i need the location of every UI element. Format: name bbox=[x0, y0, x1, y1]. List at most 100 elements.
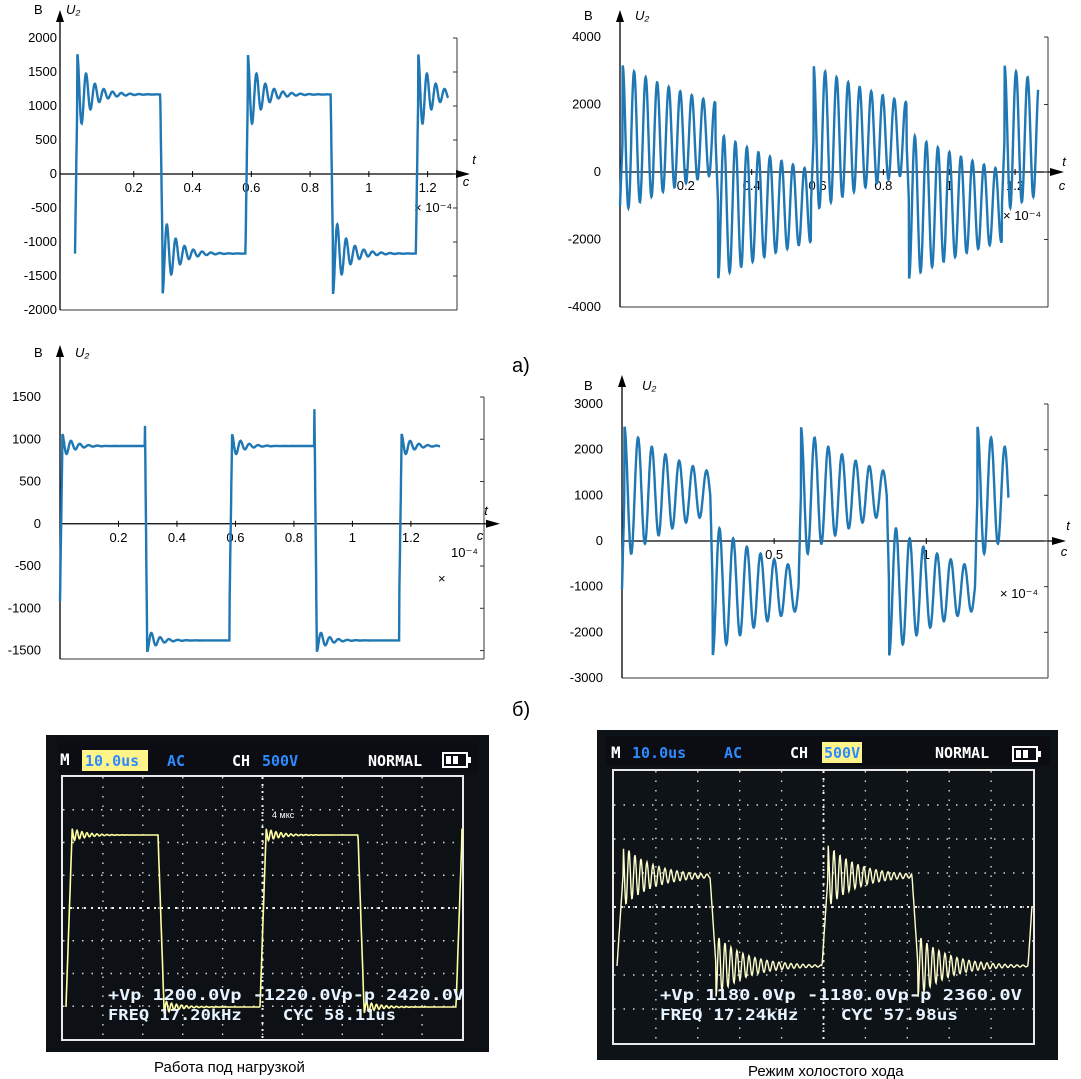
y-tick-label: -1000 bbox=[24, 234, 57, 249]
scope-right-timebase: 10.0us bbox=[632, 744, 686, 762]
y-axis-label: U₂ bbox=[635, 8, 649, 23]
x-tick-label: 0.8 bbox=[874, 178, 892, 193]
y-unit-label: В bbox=[34, 2, 43, 17]
chart-b-left: 1500 1000 500 0 -500 -1000 -1500 0.2 0.4 0.6 0.8 1 1… bbox=[8, 345, 500, 660]
scope-right: M 10.0us AC CH 500V NORMAL +Vp 1180.0Vp … bbox=[597, 730, 1058, 1060]
x-axis-label: t bbox=[484, 503, 489, 518]
battery-icon bbox=[1012, 746, 1041, 762]
x-scale-label: × 10⁻⁴ bbox=[1000, 586, 1038, 601]
y-tick-label: 1000 bbox=[574, 487, 603, 502]
y-tick-label: 500 bbox=[19, 474, 41, 489]
scope-right-mode: M bbox=[611, 743, 621, 762]
y-tick-label: -4000 bbox=[568, 299, 601, 314]
y-tick-label: 500 bbox=[35, 132, 57, 147]
y-tick-label: 0 bbox=[50, 166, 57, 181]
battery-icon bbox=[442, 752, 471, 768]
x-tick-label: 0.5 bbox=[765, 547, 783, 562]
scope-left-marker: 4 мкс bbox=[272, 810, 295, 820]
y-axis-arrow bbox=[56, 345, 64, 357]
x-axis-label: t bbox=[472, 152, 477, 167]
y-tick-label: -1000 bbox=[8, 600, 41, 615]
y-tick-label: -3000 bbox=[570, 670, 603, 685]
y-tick-label: 1000 bbox=[28, 98, 57, 113]
y-tick-label: -2000 bbox=[570, 624, 603, 639]
scope-left-bezel bbox=[46, 735, 489, 1052]
scope-left: M 10.0us AC CH 500V NORMAL 4 мкс +Vp 120… bbox=[46, 735, 489, 1052]
series-line-0 bbox=[618, 65, 1040, 279]
x-unit-label: с bbox=[463, 174, 470, 189]
scope-left-ch: CH bbox=[232, 752, 250, 770]
y-unit-label: В bbox=[34, 345, 43, 360]
scope-right-coupling: AC bbox=[724, 744, 742, 762]
scope-right-bezel bbox=[597, 730, 1058, 1060]
x-unit-label: с bbox=[477, 528, 484, 543]
y-tick-label: 1500 bbox=[12, 389, 41, 404]
scope-left-line2: FREQ 17.20kHz CYC 58.11us bbox=[108, 1006, 396, 1024]
scope-right-ch: CH bbox=[790, 744, 808, 762]
x-tick-label: 1 bbox=[946, 178, 953, 193]
y-axis-label: U₂ bbox=[642, 378, 656, 393]
x-tick-label: 0.4 bbox=[183, 180, 201, 195]
x-scale-label: × 10⁻⁴ bbox=[1003, 208, 1041, 223]
panel-label-a: а) bbox=[512, 355, 530, 377]
x-tick-label: 1.2 bbox=[419, 180, 437, 195]
y-tick-label: -500 bbox=[31, 200, 57, 215]
x-axis-label: t bbox=[1066, 518, 1071, 533]
x-tick-label: 0.6 bbox=[226, 530, 244, 545]
scope-right-screen bbox=[612, 769, 1035, 1045]
y-tick-label: 1500 bbox=[28, 64, 57, 79]
scope-right-trace bbox=[616, 845, 1033, 997]
y-tick-label: -500 bbox=[15, 558, 41, 573]
scope-right-line1: +Vp 1180.0Vp -1180.0Vp-p 2360.0V bbox=[660, 986, 1022, 1004]
x-tick-label: 0.8 bbox=[285, 530, 303, 545]
x-axis-label: t bbox=[1062, 154, 1067, 169]
y-unit-label: В bbox=[584, 378, 593, 393]
x-tick-label: 0.2 bbox=[109, 530, 127, 545]
scope-left-trace bbox=[65, 828, 463, 1014]
y-tick-label: -2000 bbox=[568, 232, 601, 247]
y-axis-arrow bbox=[618, 375, 626, 387]
scope-left-timebase: 10.0us bbox=[85, 752, 139, 770]
scope-right-line2: FREQ 17.24kHz CYC 57.98us bbox=[660, 1006, 958, 1024]
y-tick-label: 0 bbox=[594, 164, 601, 179]
y-axis-arrow bbox=[616, 10, 624, 22]
y-tick-label: 1000 bbox=[12, 431, 41, 446]
x-unit-label: с bbox=[1059, 178, 1066, 193]
scope-left-timebase-bg bbox=[82, 750, 148, 771]
x-scale-label: 10⁻⁴ bbox=[451, 545, 478, 560]
panel-label-b: б) bbox=[512, 699, 530, 721]
x-tick-label: 0.6 bbox=[242, 180, 260, 195]
y-tick-label: -1500 bbox=[24, 268, 57, 283]
scope-left-caption: Работа под нагрузкой bbox=[154, 1059, 305, 1076]
scope-right-trigger: NORMAL bbox=[935, 744, 989, 762]
y-tick-label: -1500 bbox=[8, 643, 41, 658]
y-axis-arrow bbox=[56, 10, 64, 22]
x-scale-label: × 10⁻⁴ bbox=[414, 200, 452, 215]
chart-b-right: 3000 2000 1000 0 -1000 -2000 -3000 0.5 1 В U₂ tс × 1… bbox=[570, 375, 1071, 685]
y-unit-label: В bbox=[584, 8, 593, 23]
scope-right-caption: Режим холостого хода bbox=[748, 1063, 904, 1079]
series-line-0 bbox=[58, 409, 441, 653]
scope-left-mode: M bbox=[60, 750, 70, 769]
y-tick-label: -2000 bbox=[24, 302, 57, 317]
x-tick-label: 0.4 bbox=[168, 530, 186, 545]
scope-right-volts-bg bbox=[822, 742, 862, 763]
y-tick-label: 3000 bbox=[574, 396, 603, 411]
x-tick-label: 1.2 bbox=[402, 530, 420, 545]
x-axis-arrow bbox=[486, 519, 500, 528]
scope-left-volts: 500V bbox=[262, 752, 298, 770]
y-tick-label: 2000 bbox=[28, 30, 57, 45]
series-line-0 bbox=[620, 426, 1010, 656]
chart-a-left: 2000 1500 1000 500 0 -500 -1000 -1500 -2000 0.2 0.… bbox=[24, 2, 477, 317]
series-line-0 bbox=[73, 54, 450, 295]
y-tick-label: 2000 bbox=[572, 97, 601, 112]
y-axis-label: U₂ bbox=[66, 2, 80, 17]
y-tick-label: 2000 bbox=[574, 442, 603, 457]
x-tick-label: 0.2 bbox=[677, 178, 695, 193]
y-tick-label: -1000 bbox=[570, 579, 603, 594]
x-tick-label: 1 bbox=[349, 530, 356, 545]
scope-left-line1: +Vp 1200.0Vp -1220.0Vp-p 2420.0V bbox=[108, 986, 464, 1004]
scope-left-trigger: NORMAL bbox=[368, 752, 422, 770]
